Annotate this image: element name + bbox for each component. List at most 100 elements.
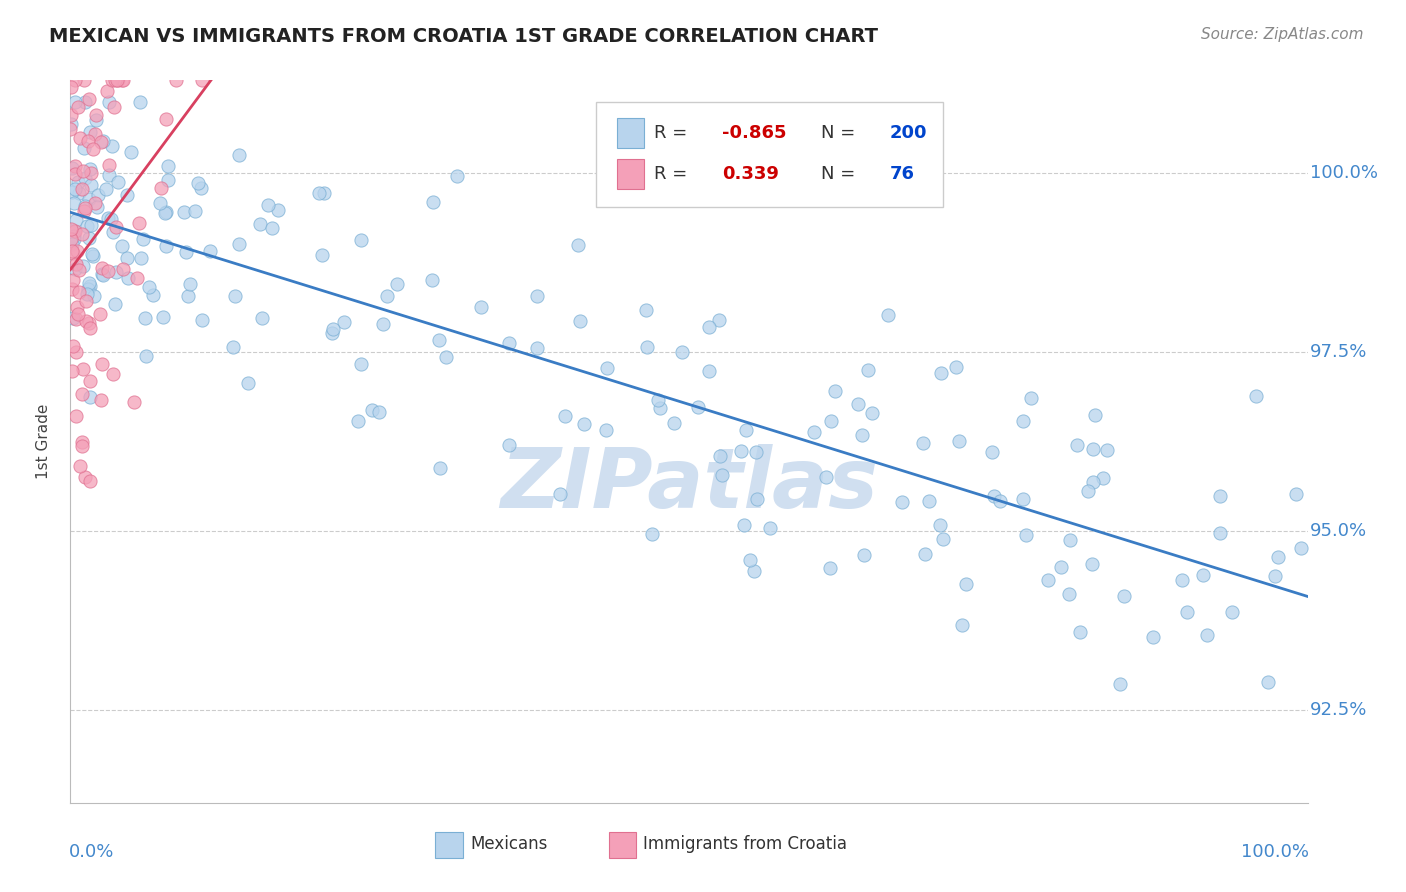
Text: N =: N = xyxy=(821,165,862,183)
Point xyxy=(249,217,271,231)
Point xyxy=(72,164,94,178)
Point xyxy=(75,294,97,309)
Point xyxy=(89,307,111,321)
Point xyxy=(79,321,101,335)
Point xyxy=(62,339,84,353)
Point xyxy=(83,289,105,303)
Point xyxy=(367,405,389,419)
Point xyxy=(83,127,105,141)
Point xyxy=(856,363,879,377)
Point xyxy=(149,181,172,195)
Point xyxy=(63,228,86,243)
Point xyxy=(107,175,129,189)
Point xyxy=(686,400,709,414)
Point xyxy=(526,288,548,302)
Point xyxy=(568,314,591,328)
Point xyxy=(100,212,122,227)
Point xyxy=(1264,569,1286,583)
Point xyxy=(730,443,752,458)
Point xyxy=(1050,559,1073,574)
Point xyxy=(1069,624,1091,639)
Point xyxy=(59,221,82,235)
Point xyxy=(67,285,90,299)
Point xyxy=(72,362,94,376)
Point xyxy=(79,125,101,139)
Point xyxy=(101,367,124,381)
Point xyxy=(79,166,101,180)
Point xyxy=(60,244,83,258)
Point xyxy=(262,221,284,235)
Point xyxy=(84,108,107,122)
Point xyxy=(75,170,97,185)
Point xyxy=(641,526,664,541)
Point xyxy=(67,100,90,114)
Point xyxy=(1285,486,1308,500)
Point xyxy=(648,401,671,415)
Point xyxy=(360,402,382,417)
Text: 1st Grade: 1st Grade xyxy=(35,404,51,479)
Point xyxy=(65,312,87,326)
Text: 76: 76 xyxy=(890,165,914,183)
Point xyxy=(80,178,103,193)
Point xyxy=(420,272,443,286)
Point xyxy=(72,259,94,273)
Point xyxy=(67,186,90,201)
Point xyxy=(63,167,86,181)
Point xyxy=(526,342,548,356)
Point xyxy=(104,73,127,87)
Point xyxy=(60,283,83,297)
Point xyxy=(79,390,101,404)
Point xyxy=(914,547,936,561)
Point xyxy=(697,320,720,334)
Point xyxy=(1142,630,1164,644)
Point xyxy=(429,461,451,475)
Point xyxy=(60,232,83,246)
Point xyxy=(149,196,172,211)
Point xyxy=(101,139,124,153)
Point xyxy=(63,261,86,276)
Point xyxy=(803,425,825,439)
Point xyxy=(60,80,83,95)
Point xyxy=(498,438,520,452)
Point xyxy=(73,469,96,483)
Point xyxy=(120,145,142,159)
Text: R =: R = xyxy=(654,124,693,142)
Point xyxy=(62,273,84,287)
Point xyxy=(377,289,399,303)
Point xyxy=(77,282,100,296)
Point xyxy=(853,548,876,562)
Point xyxy=(710,467,733,482)
Point xyxy=(105,219,128,234)
Point xyxy=(132,232,155,246)
Point xyxy=(257,197,280,211)
Point xyxy=(745,444,768,458)
Point xyxy=(82,142,104,156)
Text: 100.0%: 100.0% xyxy=(1310,164,1378,182)
Point xyxy=(104,265,127,279)
Point xyxy=(818,560,841,574)
Point xyxy=(1267,550,1289,565)
Point xyxy=(79,374,101,388)
Point xyxy=(824,384,846,399)
Point xyxy=(891,495,914,509)
Point xyxy=(983,489,1005,503)
Point xyxy=(97,264,120,278)
Point xyxy=(77,92,100,106)
Point xyxy=(735,423,758,437)
Point xyxy=(200,244,222,258)
Point xyxy=(157,172,180,186)
Point xyxy=(1244,388,1267,402)
Point xyxy=(250,311,273,326)
Point xyxy=(101,226,124,240)
Text: 97.5%: 97.5% xyxy=(1310,343,1368,361)
Point xyxy=(1012,492,1035,507)
Point xyxy=(135,350,157,364)
Point xyxy=(595,424,617,438)
Point xyxy=(73,73,96,87)
Point xyxy=(79,161,101,176)
Point xyxy=(65,257,87,271)
Text: R =: R = xyxy=(654,165,693,183)
Point xyxy=(1257,674,1279,689)
Point xyxy=(877,308,900,322)
Point xyxy=(69,130,91,145)
